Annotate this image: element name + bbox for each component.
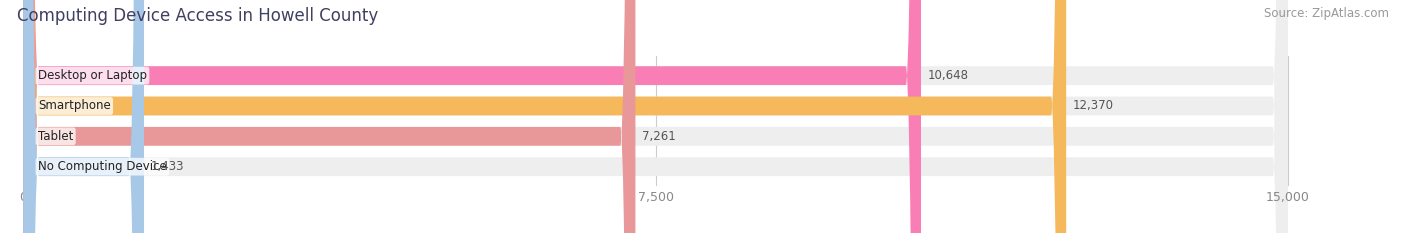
Text: Source: ZipAtlas.com: Source: ZipAtlas.com: [1264, 7, 1389, 20]
FancyBboxPatch shape: [22, 0, 1288, 233]
Text: No Computing Device: No Computing Device: [38, 160, 167, 173]
FancyBboxPatch shape: [22, 0, 921, 233]
Text: Desktop or Laptop: Desktop or Laptop: [38, 69, 148, 82]
FancyBboxPatch shape: [22, 0, 1288, 233]
Text: Computing Device Access in Howell County: Computing Device Access in Howell County: [17, 7, 378, 25]
Text: 10,648: 10,648: [928, 69, 969, 82]
FancyBboxPatch shape: [22, 0, 1066, 233]
FancyBboxPatch shape: [22, 0, 1288, 233]
FancyBboxPatch shape: [22, 0, 1288, 233]
Text: 12,370: 12,370: [1073, 99, 1114, 113]
Text: 1,433: 1,433: [150, 160, 184, 173]
Text: Tablet: Tablet: [38, 130, 73, 143]
FancyBboxPatch shape: [22, 0, 143, 233]
Text: 7,261: 7,261: [641, 130, 675, 143]
Text: Smartphone: Smartphone: [38, 99, 111, 113]
FancyBboxPatch shape: [22, 0, 636, 233]
